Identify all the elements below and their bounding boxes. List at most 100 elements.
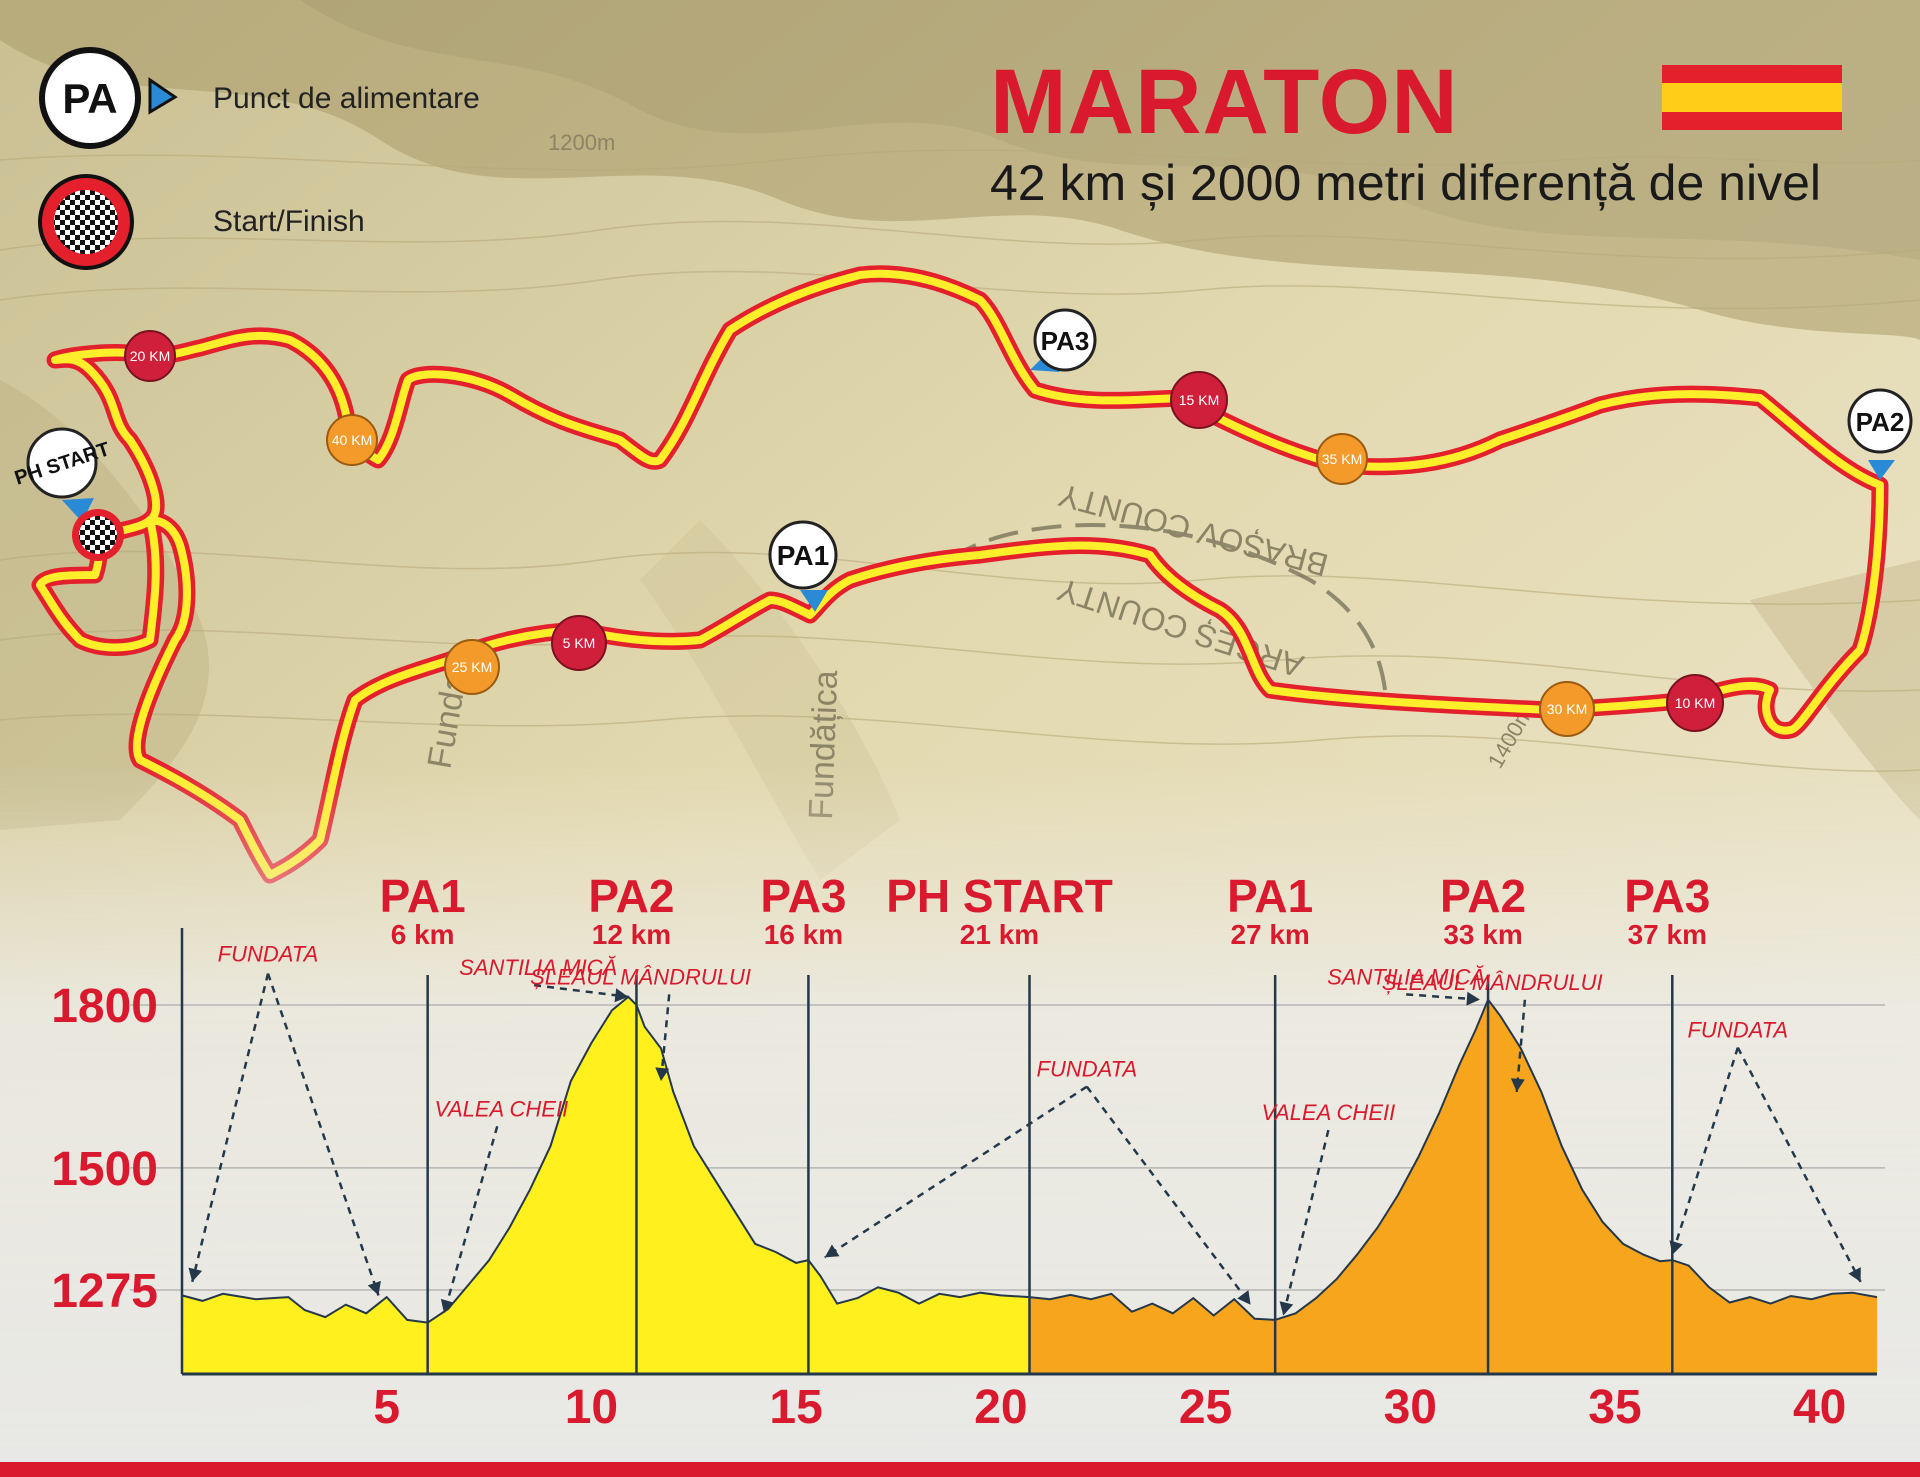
annotation-arrowhead	[188, 1267, 203, 1282]
km-marker-15: 15 KM	[1170, 371, 1228, 429]
km-marker-25: 25 KM	[444, 639, 500, 695]
annotation-arrowhead	[655, 1067, 670, 1081]
checkpoint-name: PH START	[886, 870, 1113, 922]
annotation-arrowhead	[367, 1280, 381, 1296]
checkpoint-km: 37 km	[1628, 919, 1707, 950]
page-title: MARATON	[990, 51, 1459, 153]
legend-pa-icon: PA	[39, 47, 178, 149]
annotation-arrow	[533, 983, 629, 999]
checkpoint-km: 6 km	[391, 919, 455, 950]
x-tick-label: 5	[373, 1381, 400, 1434]
annotation-arrow	[191, 973, 270, 1283]
annotation-arrow	[659, 994, 671, 1082]
checkpoint-name: PA2	[1440, 870, 1526, 922]
annotation-arrowhead	[1279, 1301, 1294, 1316]
x-tick-label: 30	[1384, 1381, 1437, 1434]
svg-text:25 KM: 25 KM	[452, 659, 492, 675]
svg-text:20 KM: 20 KM	[130, 348, 170, 364]
svg-text:30 KM: 30 KM	[1547, 701, 1587, 717]
checkpoint-name: PA1	[1227, 870, 1313, 922]
legend-start-icon	[38, 174, 134, 270]
pin-ph-start: PH START	[12, 427, 113, 522]
map-label-elevation-1200: 1200m	[548, 130, 615, 155]
flag-icon	[1662, 65, 1842, 130]
km-marker-5: 5 KM	[551, 615, 607, 671]
annotation-arrowhead	[614, 988, 629, 1003]
annotation-arrowhead	[1848, 1267, 1861, 1282]
checkpoint-km: 12 km	[592, 919, 671, 950]
km-marker-30: 30 KM	[1539, 681, 1595, 737]
annotation-arrow	[1515, 999, 1527, 1092]
annotation-arrowhead	[440, 1298, 455, 1314]
county-boundary	[948, 523, 1387, 691]
annotation-arrow	[1282, 1129, 1330, 1316]
annotation-arrow	[1085, 1085, 1252, 1306]
x-tick-label: 40	[1793, 1381, 1846, 1434]
contour-lines	[0, 149, 1920, 772]
annotation-label: SANTILIA MICĂ	[1327, 964, 1485, 989]
annotation-label: FUNDATA	[218, 942, 319, 967]
km-marker-20: 20 KM	[124, 330, 176, 382]
km-marker-10: 10 KM	[1666, 674, 1724, 732]
checkpoint-km: 16 km	[764, 919, 843, 950]
legend-pa-label: Punct de alimentare	[213, 82, 480, 115]
checkpoint-name: PA3	[1624, 870, 1710, 922]
start-finish-flag-icon	[72, 509, 124, 561]
annotation-label: VALEA CHEII	[435, 1096, 569, 1121]
elevation-area-2	[1029, 999, 1877, 1374]
annotation-arrow	[1671, 1047, 1739, 1256]
svg-text:PA: PA	[62, 75, 117, 122]
svg-text:10 KM: 10 KM	[1675, 695, 1715, 711]
y-tick-label: 1275	[51, 1265, 158, 1318]
annotation-arrowhead	[1237, 1290, 1251, 1305]
svg-text:35 KM: 35 KM	[1322, 451, 1362, 467]
annotation-arrow	[1736, 1046, 1862, 1283]
legend-start-label: Start/Finish	[213, 205, 365, 238]
elevation-line-2	[1029, 997, 1878, 1321]
km-markers: 20 KM 40 KM 15 KM 35 KM 5 KM 25 KM 30 KM…	[124, 330, 1724, 737]
svg-text:5 KM: 5 KM	[563, 635, 596, 651]
checkpoint-name: PA1	[380, 870, 466, 922]
annotation-label: VALEA CHEII	[1262, 1100, 1396, 1125]
checkpoint-km: 21 km	[960, 919, 1039, 950]
y-tick-label: 1800	[51, 980, 158, 1033]
x-tick-label: 25	[1179, 1381, 1232, 1434]
checkpoint-km: 33 km	[1443, 919, 1522, 950]
pin-pa1: PA1	[768, 520, 838, 612]
annotation-arrowhead	[1669, 1240, 1683, 1255]
annotation-arrowhead	[1466, 991, 1480, 1006]
page-subtitle: 42 km și 2000 metri diferență de nivel	[990, 155, 1821, 211]
svg-text:PA2: PA2	[1856, 407, 1905, 437]
annotation-arrow	[442, 1125, 499, 1314]
checkpoint-name: PA3	[760, 870, 846, 922]
annotation-label: ȘLEAUL MÂNDRULUI	[530, 964, 751, 989]
annotation-arrow	[266, 973, 380, 1296]
x-tick-label: 15	[769, 1381, 822, 1434]
annotation-label: ȘLEAUL MÂNDRULUI	[1382, 970, 1603, 995]
svg-text:PA1: PA1	[777, 540, 829, 571]
pin-pa2: PA2	[1847, 388, 1913, 480]
checkpoint-name: PA2	[588, 870, 674, 922]
x-tick-label: 10	[565, 1381, 618, 1434]
km-marker-35: 35 KM	[1316, 433, 1368, 485]
elevation-line-1	[181, 995, 1030, 1324]
km-marker-40: 40 KM	[326, 414, 378, 466]
annotation-label: SANTILIA MICĂ	[459, 955, 617, 980]
x-tick-label: 35	[1588, 1381, 1641, 1434]
svg-text:15 KM: 15 KM	[1179, 392, 1219, 408]
pin-pa3: PA3	[1030, 308, 1097, 372]
x-tick-label: 20	[974, 1381, 1027, 1434]
y-tick-label: 1500	[51, 1143, 158, 1196]
annotation-arrow	[824, 1085, 1088, 1259]
elevation-area-1	[182, 996, 1030, 1374]
annotation-label: FUNDATA	[1037, 1057, 1138, 1082]
svg-text:40 KM: 40 KM	[332, 432, 372, 448]
annotation-label: FUNDATA	[1687, 1018, 1788, 1043]
svg-text:PA3: PA3	[1041, 326, 1090, 356]
checkpoint-km: 27 km	[1230, 919, 1309, 950]
annotation-arrowhead	[824, 1244, 840, 1258]
annotation-arrowhead	[1510, 1078, 1525, 1092]
